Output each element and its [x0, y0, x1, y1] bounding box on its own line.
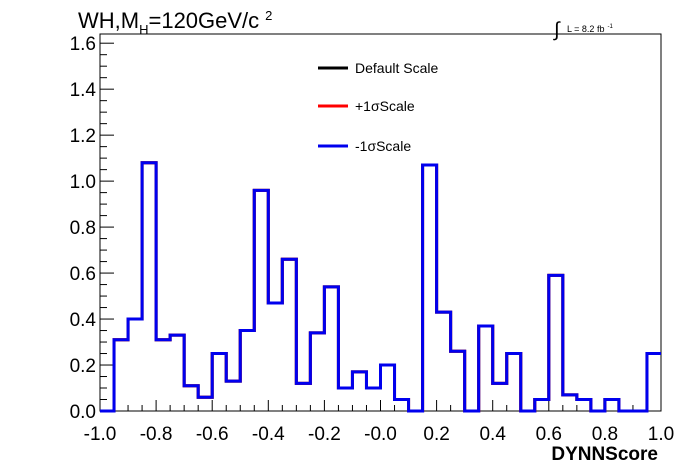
- y-axis: 0.0 0.2 0.4 0.6 0.8 1.0 1.2 1.4 1.6: [70, 34, 114, 423]
- integral-sign-icon: ∫: [553, 19, 561, 41]
- y-tick-label: 0.6: [70, 264, 96, 285]
- series-layer: [100, 161, 661, 413]
- y-tick-label: 1.4: [70, 80, 97, 101]
- series-line-2: [100, 161, 661, 413]
- y-tick-label: 0.0: [70, 402, 96, 423]
- legend-label-plus1sigma: +1σScale: [355, 98, 415, 114]
- x-tick-label: 0.8: [592, 424, 618, 445]
- title-subscript: H: [139, 22, 148, 37]
- x-tick-label: -0.2: [308, 424, 341, 445]
- x-tick-label: -0.0: [364, 424, 397, 445]
- x-tick-label: -0.8: [140, 424, 173, 445]
- x-tick-label: -1.0: [84, 424, 117, 445]
- y-tick-label: 0.8: [70, 218, 96, 239]
- luminosity-superscript: -1: [607, 24, 613, 30]
- y-tick-label: 0.4: [70, 310, 97, 331]
- x-tick-label: 0.6: [536, 424, 562, 445]
- x-axis: -1.0 -0.8 -0.6 -0.4 -0.2 -0.0 0.2 0.4 0.6 0.8 1.0: [84, 400, 674, 445]
- y-tick-label: 0.2: [70, 356, 96, 377]
- legend: Default Scale +1σScale -1σScale: [318, 60, 438, 154]
- y-tick-label: 1.0: [70, 172, 96, 193]
- x-tick-label: 1.0: [648, 424, 674, 445]
- legend-label-default: Default Scale: [355, 60, 438, 76]
- x-tick-label: 0.2: [423, 424, 449, 445]
- y-tick-label: 1.2: [70, 126, 96, 147]
- chart-title: WH,MH=120GeV/c 2: [78, 8, 272, 37]
- legend-label-minus1sigma: -1σScale: [355, 138, 411, 154]
- title-tail: =120GeV/c: [148, 8, 259, 33]
- x-tick-label: -0.6: [196, 424, 229, 445]
- y-tick-label: 1.6: [70, 34, 96, 55]
- x-tick-label: 0.4: [479, 424, 506, 445]
- title-superscript: 2: [265, 8, 272, 23]
- x-tick-label: -0.4: [252, 424, 285, 445]
- x-axis-title: DYNNScore: [551, 444, 658, 465]
- title-main: WH,M: [78, 8, 139, 33]
- luminosity-text: L = 8.2 fb: [567, 24, 604, 34]
- luminosity-label: L = 8.2 fb -1: [567, 24, 613, 34]
